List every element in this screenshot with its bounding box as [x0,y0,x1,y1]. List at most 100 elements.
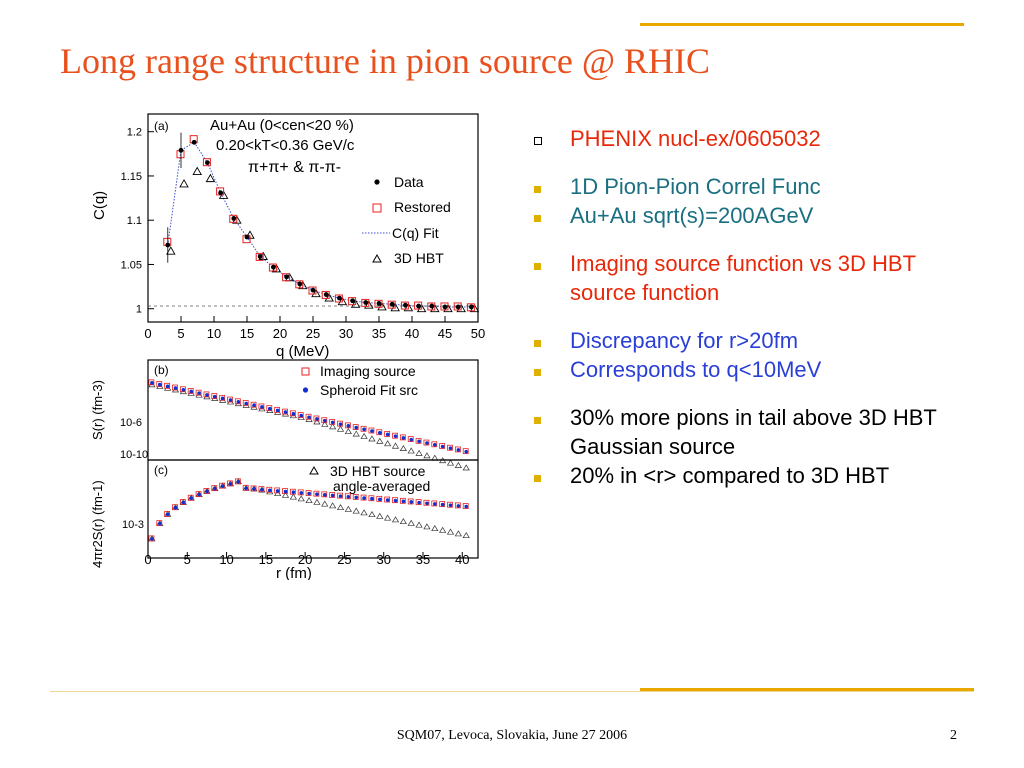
imaging-radial-point [297,489,304,496]
hbt-point [205,173,216,183]
hbt-radial-point [439,526,447,533]
spheroid-radial-point [330,493,335,498]
square-bullet-icon [530,204,550,233]
data-point [442,304,448,310]
x-tick-label: 5 [177,326,184,341]
hbt-radial-point [344,505,352,512]
imaging-radial-point [164,510,171,517]
panel-b-label: (b) [154,363,169,377]
hbt-radial-point [446,528,455,535]
top-accent-line [640,23,964,26]
hbt-source-point [376,437,384,444]
spheroid-point [370,429,374,433]
imaging-radial-point [219,482,226,489]
spheroid-radial-point [252,487,256,491]
spheroid-point [150,381,154,385]
imaging-point [179,386,186,393]
imaging-radial-point [454,502,461,509]
correlation-figure: (a) Au+Au (0<cen<20 %) 0.20<kT<0.36 GeV/… [90,113,485,580]
imaging-radial-point [187,494,194,501]
hbt-source-point [281,410,290,417]
hbt-source-point [289,412,297,419]
imaging-radial-point [211,485,218,492]
spheroid-radial-point [283,489,288,494]
panel-c-label: (c) [154,463,168,477]
imaging-radial-point [360,494,367,501]
restored-point [400,301,409,310]
legend-spheroid-label: Spheroid Fit src [320,382,418,398]
square-bullet-icon [530,329,550,358]
spheroid-radial-point [189,496,194,501]
y-tick-label: 1.1 [127,215,142,227]
legend-angle-averaged-label: angle-averaged [333,478,430,494]
imaging-point [329,419,336,425]
x-tick-label: 20 [298,552,312,567]
hbt-source-point [195,391,203,398]
imaging-point [305,413,312,420]
panel-c-points [148,478,470,542]
square-bullet-icon [530,175,550,204]
spheroid-point [456,448,461,452]
imaging-radial-point [376,495,383,502]
hbt-source-point [187,389,195,396]
imaging-point [368,427,375,434]
hbt-source-point [391,442,400,449]
bullet-item: Discrepancy for r>20fm [530,326,970,355]
imaging-point [439,443,446,449]
imaging-radial-point [321,491,328,498]
spheroid-point [393,434,398,438]
x-tick-label: 25 [306,326,320,341]
imaging-radial-point [227,480,233,487]
spheroid-radial-point [440,502,445,507]
hbt-point [311,288,321,298]
restored-point [268,263,277,272]
spheroid-point [260,405,264,409]
imaging-point [415,437,422,444]
panel-a-correlation-function: (a) Au+Au (0<cen<20 %) 0.20<kT<0.36 GeV/… [91,113,485,360]
spheroid-radial-point [212,486,217,491]
restored-point [295,280,304,289]
imaging-radial-point [344,493,351,500]
hbt-radial-point [266,488,274,495]
spheroid-radial-point [448,503,453,508]
data-point [350,298,355,304]
panel-c-y-axis-label: 4πr2S(r) (fm-1) [90,480,105,568]
data-point [337,295,342,301]
spheroid-radial-point [464,504,469,509]
restored-point [202,158,211,167]
restored-point [387,300,396,309]
spheroid-point [401,436,406,440]
spheroid-radial-point [181,500,186,505]
imaging-point [258,403,265,410]
spheroid-point [267,406,272,411]
bullet-text: Corresponds to q<10MeV [570,357,822,382]
x-tick-label: 50 [471,326,485,341]
spheroid-point [322,418,327,423]
hbt-source-point [313,418,321,425]
panel-b-ytick-top: 10-6 [120,417,142,429]
x-tick-label: 40 [455,552,469,567]
spheroid-point [299,413,304,418]
x-tick-label: 30 [376,552,390,567]
spheroid-point [330,420,335,425]
restored-point [255,252,264,261]
imaging-point [203,391,210,398]
bullet-item: Au+Au sqrt(s)=200AGeV [530,201,970,230]
spheroid-point [212,394,217,399]
spheroid-point [220,396,225,401]
spheroid-point [244,401,249,406]
spheroid-radial-point [354,495,359,500]
data-point [310,287,316,293]
panel-b-y-axis-label: S(r) (fm-3) [90,380,105,440]
spheroid-radial-point [417,500,421,505]
spheroid-radial-point [393,498,398,503]
spheroid-point [425,441,429,445]
panel-a-kt-text: 0.20<kT<0.36 GeV/c [216,137,355,154]
bottom-divider-line [50,691,974,692]
imaging-point [282,408,288,415]
data-point [218,190,224,196]
hbt-point [377,302,387,311]
imaging-point [352,424,359,430]
imaging-point [234,398,241,405]
bullet-item: Corresponds to q<10MeV [530,355,970,384]
